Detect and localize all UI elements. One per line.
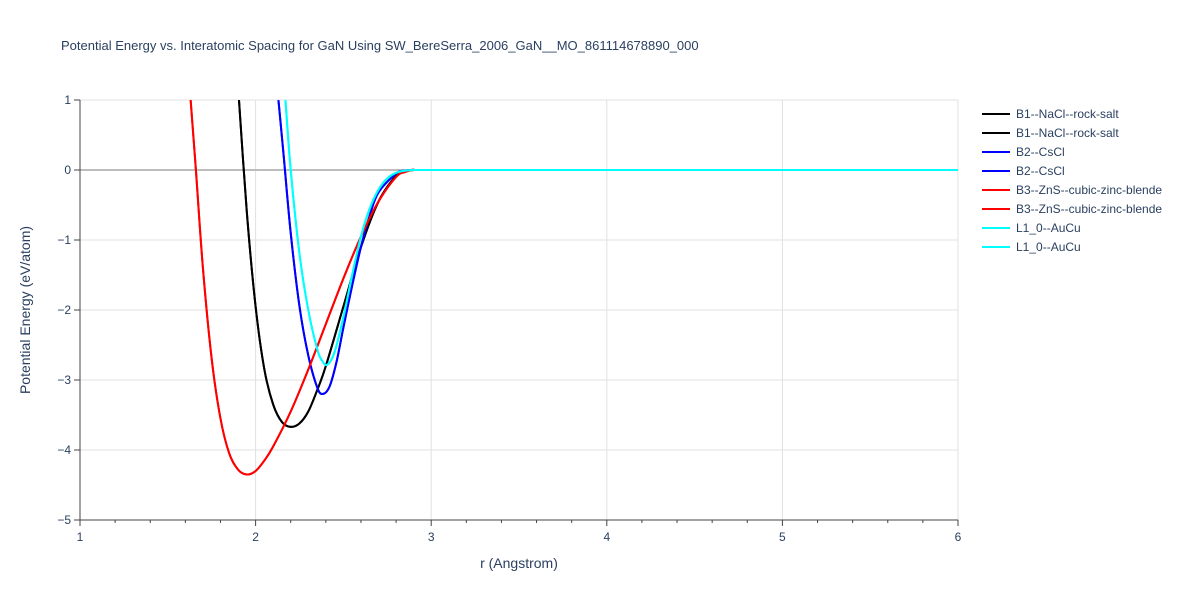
legend-item[interactable]: B3--ZnS--cubic-zinc-blende [982,202,1162,216]
axis-ticks: 1 2 3 4 5 6 1 0 −1 −2 −3 −4 −5 [57,93,961,544]
legend-item[interactable]: B2--CsCl [982,145,1065,159]
y-tick-label: −1 [57,233,71,247]
series-line [284,100,958,367]
x-tick-label: 1 [77,530,84,544]
y-axis-title: Potential Energy (eV/atom) [17,226,33,394]
series-line [284,100,958,367]
x-tick-label: 5 [779,530,786,544]
grid [80,99,959,520]
legend-item[interactable]: B3--ZnS--cubic-zinc-blende [982,183,1162,197]
legend-item[interactable]: B1--NaCl--rock-salt [982,107,1119,121]
legend-item[interactable]: L1_0--AuCu [982,221,1081,235]
series-line [189,100,958,476]
series-line [277,100,958,396]
legend-label: B2--CsCl [1016,145,1065,159]
y-tick-label: 1 [64,93,71,107]
legend-label: B1--NaCl--rock-salt [1016,126,1119,140]
y-tick-label: −5 [57,513,71,527]
legend-item[interactable]: B2--CsCl [982,164,1065,178]
legend-label: B2--CsCl [1016,164,1065,178]
legend-item[interactable]: L1_0--AuCu [982,240,1081,254]
legend-item[interactable]: B1--NaCl--rock-salt [982,126,1119,140]
y-tick-label: −4 [57,443,71,457]
legend-label: B1--NaCl--rock-salt [1016,107,1119,121]
legend-label: B3--ZnS--cubic-zinc-blende [1016,183,1162,197]
y-tick-label: 0 [64,163,71,177]
series-line [237,100,958,428]
legend-label: L1_0--AuCu [1016,221,1081,235]
series-line [237,100,958,428]
x-tick-label: 2 [252,530,259,544]
legend-label: L1_0--AuCu [1016,240,1081,254]
chart-title: Potential Energy vs. Interatomic Spacing… [61,38,699,53]
x-axis-title: r (Angstrom) [480,555,558,571]
series-line [189,100,958,476]
legend-label: B3--ZnS--cubic-zinc-blende [1016,202,1162,216]
y-tick-label: −2 [57,303,71,317]
x-tick-label: 6 [955,530,962,544]
y-tick-label: −3 [57,373,71,387]
series-line [277,100,958,396]
plot-area [189,100,958,476]
legend[interactable]: B1--NaCl--rock-salt B1--NaCl--rock-salt B2… [982,107,1162,254]
x-tick-label: 4 [603,530,610,544]
x-tick-label: 3 [428,530,435,544]
